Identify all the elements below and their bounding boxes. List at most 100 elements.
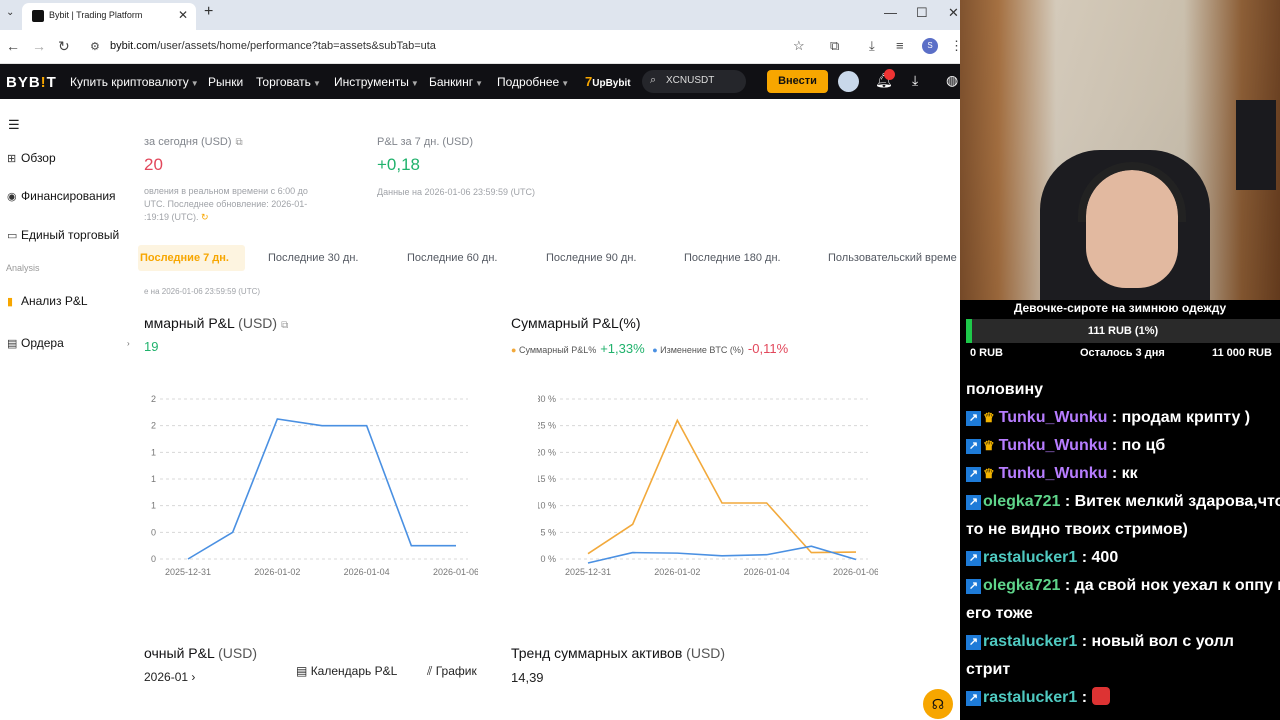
period-tab-180d[interactable]: Последние 180 дн. xyxy=(684,252,781,264)
bybit-logo[interactable]: BYB!T xyxy=(6,74,57,91)
nav-trade[interactable]: Торговать ▼ xyxy=(256,75,321,89)
period-tab-30d[interactable]: Последние 30 дн. xyxy=(268,252,359,264)
chevron-right-icon[interactable]: › xyxy=(127,339,130,348)
download-icon[interactable]: ⤓ xyxy=(869,38,875,53)
forward-icon[interactable]: → xyxy=(32,38,46,54)
tab-list-icon[interactable]: ⌄ xyxy=(6,7,15,18)
grid-icon: ⊞ xyxy=(7,153,17,165)
donation-goal-fill xyxy=(966,319,973,343)
y-tick-label: 0 xyxy=(151,554,156,564)
globe-icon[interactable]: ◍ xyxy=(946,72,959,88)
media-icon[interactable]: ≡ xyxy=(896,38,904,53)
x-tick-label: 2025-12-31 xyxy=(565,567,611,577)
nav-markets[interactable]: Рынки xyxy=(208,75,244,89)
chat-username: Tunku_Wunku xyxy=(998,465,1108,482)
calendar-pnl-tab[interactable]: ▤ Календарь P&L xyxy=(296,664,398,678)
period-tab-90d[interactable]: Последние 90 дн. xyxy=(546,252,637,264)
prime-badge-icon: ↗ xyxy=(966,635,981,650)
bybit-favicon-icon xyxy=(32,10,44,22)
graph-icon: ⫽ xyxy=(427,664,433,678)
deposit-button[interactable]: Внести xyxy=(767,70,828,93)
chat-message: ↗ ♛ Tunku_Wunku : кк xyxy=(966,460,1280,488)
minimize-icon[interactable]: — xyxy=(884,5,897,20)
x-tick-label: 2026-01-04 xyxy=(744,567,790,577)
sidebar-item-orders[interactable]: ▤ Ордера xyxy=(7,336,64,350)
search-box[interactable]: ⌕ XCNUSDT xyxy=(642,70,746,93)
today-pnl-value: 20 xyxy=(144,155,163,174)
y-tick-label: 1 xyxy=(151,474,156,484)
nav-banking[interactable]: Банкинг ▼ xyxy=(429,75,484,89)
sidebar-item-pnl-analysis[interactable]: ▮ Анализ P&L xyxy=(7,294,88,308)
y-tick-label: 2 xyxy=(151,421,156,431)
maximize-icon[interactable]: ☐ xyxy=(916,5,928,20)
wallet-icon: ◉ xyxy=(7,191,17,203)
y-tick-label: 2 xyxy=(151,394,156,404)
donation-goal-max: 11 000 RUB xyxy=(1212,347,1272,359)
period-tab-7d[interactable]: Последние 7 дн. xyxy=(138,245,245,271)
sidebar-item-overview[interactable]: ⊞ Обзор xyxy=(7,151,56,165)
y-tick-label: 25 % xyxy=(538,421,556,431)
cumulative-pnl-pct-title: Суммарный P&L(%) xyxy=(511,315,641,331)
chat-message: стрит xyxy=(966,656,1280,684)
refresh-icon[interactable]: ↻ xyxy=(201,212,209,222)
chat-text: стрит xyxy=(966,661,1011,678)
data-as-of-note: е на 2026-01-06 23:59:59 (UTC) xyxy=(144,287,261,296)
close-window-icon[interactable]: ✕ xyxy=(948,5,959,20)
total-assets-value: 14,39 xyxy=(511,670,544,685)
webcam-feed xyxy=(960,0,1280,300)
prime-badge-icon: ↗ xyxy=(966,495,981,510)
chat-text: : 400 xyxy=(1077,549,1119,566)
chevron-down-icon: ▼ xyxy=(561,79,570,88)
series-line-1-0 xyxy=(587,418,857,555)
y-tick-label: 5 % xyxy=(540,527,556,537)
period-tab-60d[interactable]: Последние 60 дн. xyxy=(407,252,498,264)
back-icon[interactable]: ← xyxy=(6,38,20,54)
user-avatar[interactable] xyxy=(838,71,859,92)
chat-message: ↗ ♛ Tunku_Wunku : продам крипту ) xyxy=(966,404,1280,432)
y-tick-label: 30 % xyxy=(538,394,556,404)
hamburger-icon[interactable]: ☰ xyxy=(8,117,20,132)
y-tick-label: 1 xyxy=(151,501,156,511)
nav-more[interactable]: Подробнее ▼ xyxy=(497,75,570,89)
month-selector[interactable]: 2026-01 › xyxy=(144,670,196,684)
week-pnl-value: +0,18 xyxy=(377,155,421,174)
stream-overlay: Девочке-сироте на зимнюю одежду 111 RUB … xyxy=(960,0,1280,720)
extensions-icon[interactable]: ⧉ xyxy=(830,38,840,53)
notification-badge xyxy=(884,69,895,80)
x-tick-label: 2026-01-02 xyxy=(254,567,300,577)
chat-text: : продам крипту ) xyxy=(1107,409,1251,426)
week-pnl-note: Данные на 2026-01-06 23:59:59 (UTC) xyxy=(377,187,536,197)
browser-tab[interactable]: Bybit | Trading Platform ✕ xyxy=(22,3,196,30)
support-headset-icon[interactable]: ☊ xyxy=(923,689,953,719)
series-line-1-1 xyxy=(587,545,857,564)
chat-text: : кк xyxy=(1107,465,1138,482)
new-tab-icon[interactable]: + xyxy=(204,3,214,20)
promo-upbybit[interactable]: 7UpBybit xyxy=(585,74,631,89)
prime-badge-icon: ↗ xyxy=(966,467,981,482)
sidebar: ☰ ⊞ Обзор ◉ Финансирования ▭ Единый торговы… xyxy=(0,99,138,720)
chat-username: rastalucker1 xyxy=(983,633,1078,650)
nav-buy-crypto[interactable]: Купить криптовалюту ▼ xyxy=(70,75,199,89)
app-download-icon[interactable]: ⤓ xyxy=(912,72,919,88)
chat-message: то не видно твоих стримов) xyxy=(966,516,1280,544)
external-link-icon: ⧉ xyxy=(235,137,243,148)
graph-tab[interactable]: ⫽ График xyxy=(427,664,477,678)
period-tab-custom[interactable]: Пользовательский време xyxy=(828,252,957,264)
url-field[interactable]: bybit.com/user/assets/home/performance?t… xyxy=(110,40,436,52)
sidebar-item-funding[interactable]: ◉ Финансирования xyxy=(7,189,116,203)
chat-username: rastalucker1 xyxy=(983,689,1078,706)
bookmark-star-icon[interactable]: ☆ xyxy=(793,38,805,53)
menu-icon[interactable]: ⋮ xyxy=(950,38,963,53)
site-info-icon[interactable]: ⚙ xyxy=(90,41,100,53)
chat-message: половину xyxy=(966,376,1280,404)
chat-username: Tunku_Wunku xyxy=(998,437,1108,454)
sidebar-item-unified-trading[interactable]: ▭ Единый торговый xyxy=(7,228,120,242)
reload-icon[interactable]: ↻ xyxy=(58,38,70,54)
url-path: /user/assets/home/performance?tab=assets… xyxy=(157,40,436,52)
nav-tools[interactable]: Инструменты ▼ xyxy=(334,75,419,89)
today-pnl-label: за сегодня (USD) ⧉ xyxy=(144,136,243,148)
y-tick-label: 0 xyxy=(151,527,156,537)
bybit-top-nav: BYB!T Купить криптовалюту ▼ Рынки Торгова… xyxy=(0,64,960,99)
profile-avatar[interactable]: S xyxy=(922,38,938,54)
tab-close-icon[interactable]: ✕ xyxy=(178,8,189,22)
